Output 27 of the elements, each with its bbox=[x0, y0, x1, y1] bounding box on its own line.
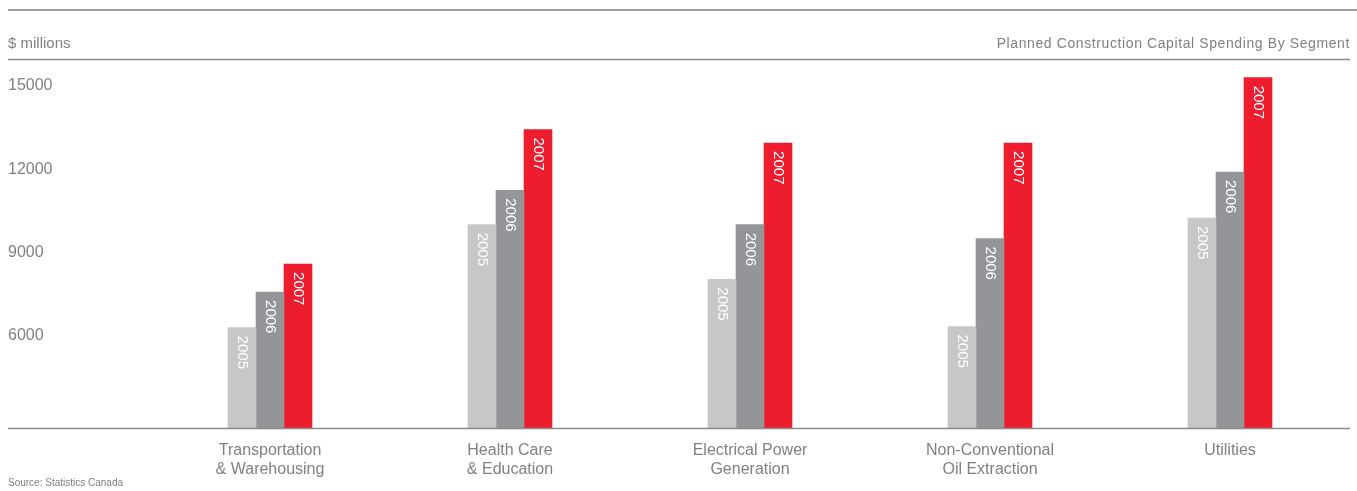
text: 2007 bbox=[770, 151, 788, 185]
x-tick-label: Non-Conventional Oil Extraction bbox=[925, 440, 1055, 477]
y-axis-title: $ millions bbox=[8, 34, 71, 51]
text: 2007 bbox=[530, 137, 548, 171]
x-tick-label: Utilities bbox=[1204, 440, 1256, 458]
text: 2005 bbox=[474, 232, 492, 267]
series-label: 2006 bbox=[262, 300, 280, 334]
x-tick-label: Health Care & Education bbox=[466, 440, 554, 477]
x-tick-label: Electrical Power Generation bbox=[692, 440, 809, 477]
text: 2006 bbox=[1222, 179, 1240, 214]
text: 2006 bbox=[982, 246, 1000, 280]
x-tick-label: Transportation & Warehousing bbox=[215, 440, 325, 477]
text: 2006 bbox=[502, 198, 520, 232]
source-note: Source: Statistics Canada bbox=[8, 477, 124, 488]
y-tick-label: 12000 bbox=[8, 159, 53, 177]
y-tick-label: 9000 bbox=[8, 242, 44, 260]
text: 2005 bbox=[1194, 226, 1212, 260]
chart-title: Planned Construction Capital Spending By Segment bbox=[996, 35, 1350, 51]
y-tick-label: 6000 bbox=[8, 326, 44, 344]
text: 2007 bbox=[1250, 85, 1268, 120]
series-label: 2005 bbox=[234, 335, 252, 369]
y-tick-label: 15000 bbox=[8, 76, 53, 94]
series-label: 2007 bbox=[290, 272, 308, 306]
text: 2007 bbox=[1010, 151, 1028, 185]
text: 2005 bbox=[714, 287, 732, 321]
text: 2006 bbox=[742, 232, 760, 267]
text: 2005 bbox=[954, 334, 972, 368]
